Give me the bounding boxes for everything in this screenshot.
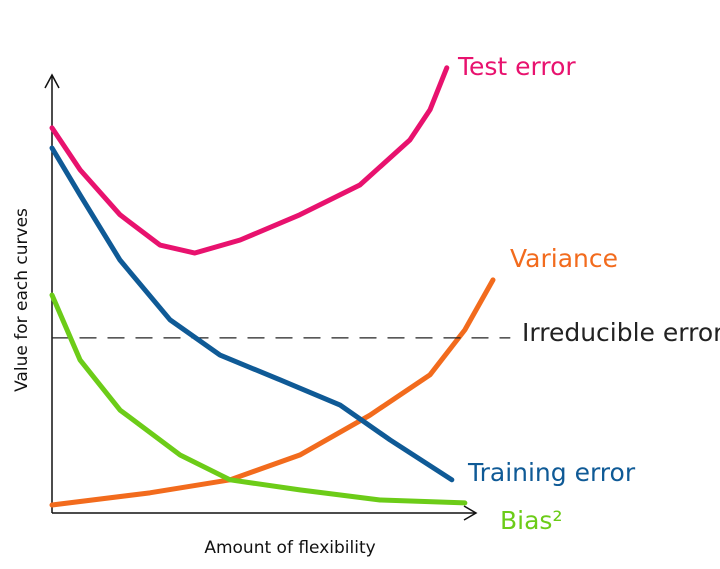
- y-axis-label: Value for each curves: [12, 208, 32, 392]
- series-label: Irreducible error: [522, 318, 720, 347]
- series-line: [49, 292, 468, 506]
- y-axis-arrow: [44, 73, 60, 89]
- x-axis-arrow: [463, 505, 478, 521]
- series-label: Training error: [467, 458, 636, 487]
- series-label: Test error: [457, 52, 576, 81]
- series-line: [49, 65, 450, 256]
- series-label: Bias²: [500, 506, 562, 535]
- series-line: [49, 277, 496, 508]
- series-line: [49, 145, 455, 483]
- series-label: Variance: [510, 244, 618, 273]
- x-axis-label: Amount of flexibility: [204, 538, 375, 558]
